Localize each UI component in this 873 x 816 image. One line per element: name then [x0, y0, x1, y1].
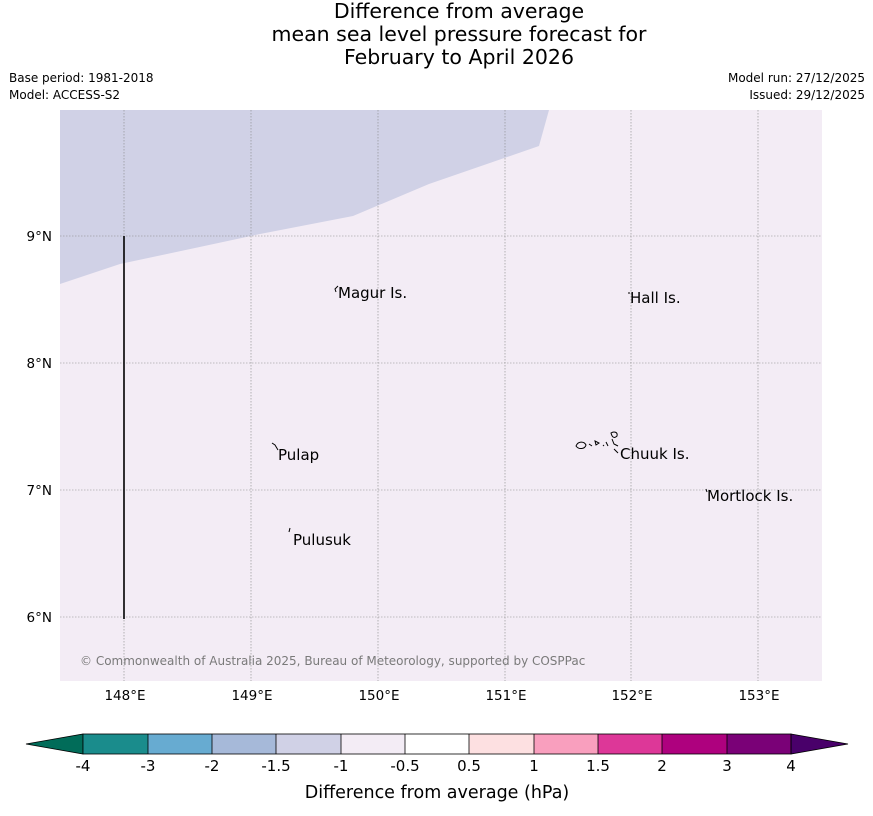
title-line-1: Difference from average — [333, 0, 585, 23]
colorbar-segment-3 — [212, 734, 276, 754]
colorbar-tick-label: 0.5 — [457, 757, 481, 775]
lon-label-152e: 152°E — [611, 688, 652, 704]
chuuk-islands-outline — [575, 431, 619, 454]
place-label-magur: Magur Is. — [338, 284, 407, 302]
colorbar-segment-5 — [341, 734, 405, 754]
magur-island-outline — [334, 285, 339, 293]
colorbar-tick-label: 3 — [722, 757, 732, 775]
colorbar-segment-6 — [405, 734, 469, 754]
colorbar-under-arrow — [25, 733, 84, 755]
model-run: Model run: 27/12/2025 — [727, 71, 865, 85]
colorbar-segment-8 — [534, 734, 598, 754]
colorbar-segment-4 — [276, 734, 341, 754]
lon-label-153e: 153°E — [738, 688, 779, 704]
colorbar-tick-label: -1 — [334, 757, 349, 775]
lat-label-9n: 9°N — [27, 229, 52, 245]
colorbar-segment-10 — [662, 734, 727, 754]
pulusuk-island-outline — [288, 527, 291, 533]
colorbar-dividers — [147, 734, 728, 754]
colorbar-tick-label: -0.5 — [390, 757, 419, 775]
place-label-chuuk: Chuuk Is. — [620, 445, 689, 463]
meta-left: Base period: 1981-2018 Model: ACCESS-S2 — [9, 70, 154, 104]
colorbar: -4 -3 -2 -1.5 -1 -0.5 0.5 1 1.5 2 3 4 Di… — [25, 733, 849, 803]
map-title: Difference from average mean sea level p… — [0, 0, 873, 69]
colorbar-tick-label: -2 — [205, 757, 220, 775]
place-labels: Magur Is. Hall Is. Pulap Chuuk Is. Mortl… — [278, 284, 793, 549]
lon-label-151e: 151°E — [485, 688, 526, 704]
colorbar-segment-9 — [598, 734, 662, 754]
lon-label-149e: 149°E — [231, 688, 272, 704]
colorbar-tick-label: 1 — [529, 757, 539, 775]
island-outlines — [271, 285, 708, 533]
title-line-3: February to April 2026 — [344, 45, 574, 69]
colorbar-over-arrow — [790, 733, 849, 755]
colorbar-tick-label: -3 — [141, 757, 156, 775]
colorbar-segment-7 — [469, 734, 534, 754]
colorbar-ticks: -4 -3 -2 -1.5 -1 -0.5 0.5 1 1.5 2 3 4 — [76, 757, 796, 775]
negative-anomaly-region — [60, 110, 549, 284]
place-label-pulap: Pulap — [278, 446, 319, 464]
place-label-mortlock: Mortlock Is. — [707, 487, 793, 505]
longitude-labels: 148°E 149°E 150°E 151°E 152°E 153°E — [104, 688, 779, 704]
place-label-pulusuk: Pulusuk — [293, 531, 351, 549]
title-line-2: mean sea level pressure forecast for — [271, 22, 647, 46]
colorbar-tick-label: -1.5 — [261, 757, 290, 775]
colorbar-title: Difference from average (hPa) — [305, 783, 570, 803]
meta-right: Model run: 27/12/2025 Issued: 29/12/2025 — [728, 70, 865, 104]
lat-label-8n: 8°N — [27, 356, 52, 372]
colorbar-segment-1 — [83, 734, 148, 754]
colorbar-tick-label: 2 — [657, 757, 667, 775]
pulap-island-outline — [271, 442, 279, 451]
latitude-labels: 9°N 8°N 7°N 6°N — [27, 229, 52, 626]
base-period: Base period: 1981-2018 — [9, 71, 154, 85]
copyright-notice: © Commonwealth of Australia 2025, Bureau… — [80, 654, 585, 668]
lon-label-150e: 150°E — [358, 688, 399, 704]
colorbar-tick-label: 1.5 — [586, 757, 610, 775]
colorbar-segment-2 — [148, 734, 212, 754]
lat-label-7n: 7°N — [27, 483, 52, 499]
map-panel: Magur Is. Hall Is. Pulap Chuuk Is. Mortl… — [60, 110, 822, 681]
colorbar-segment-11 — [727, 734, 791, 754]
issued-date: Issued: 29/12/2025 — [749, 88, 865, 102]
lat-label-6n: 6°N — [27, 610, 52, 626]
mortlock-island-outline — [705, 488, 708, 493]
colorbar-frame — [82, 733, 792, 755]
lon-label-148e: 148°E — [104, 688, 145, 704]
colorbar-tick-label: 4 — [786, 757, 796, 775]
model-name: Model: ACCESS-S2 — [9, 88, 121, 102]
place-label-hall: Hall Is. — [630, 289, 681, 307]
colorbar-tick-label: -4 — [76, 757, 91, 775]
